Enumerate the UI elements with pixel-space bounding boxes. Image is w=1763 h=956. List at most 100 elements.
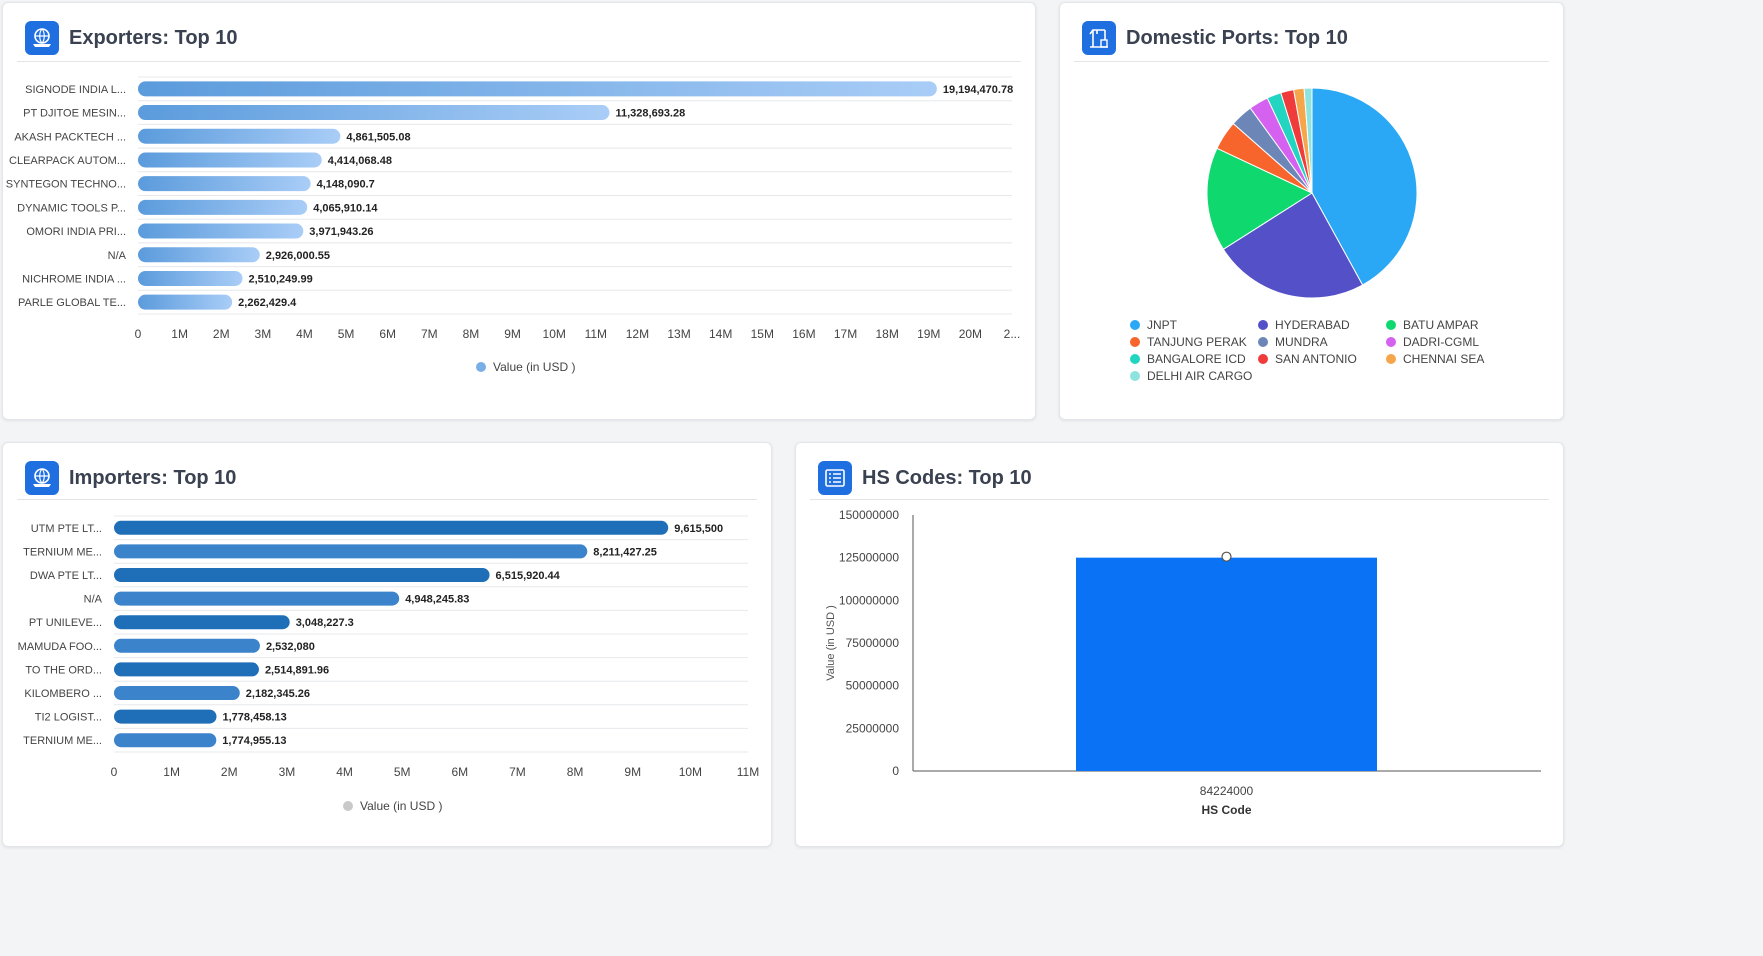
y-tick-label: 50000000	[846, 679, 900, 693]
value-label: 1,778,458.13	[223, 712, 287, 724]
category-label: UTM PTE LT...	[31, 523, 102, 535]
legend-label: SAN ANTONIO	[1275, 352, 1357, 366]
value-label: 4,065,910.14	[313, 202, 378, 214]
category-label: TI2 LOGIST...	[35, 712, 102, 724]
legend-marker	[1130, 320, 1140, 330]
category-label: DWA PTE LT...	[30, 570, 102, 582]
category-label: OMORI INDIA PRI...	[26, 226, 126, 238]
legend-marker	[1258, 354, 1268, 364]
bar	[114, 638, 260, 653]
pie-slice	[1222, 192, 1364, 299]
list-icon	[818, 461, 852, 495]
value-label: 1,774,955.13	[222, 735, 286, 747]
globe-ship-icon	[25, 21, 59, 55]
category-label: DYNAMIC TOOLS P...	[17, 202, 126, 214]
y-axis-title: Value (in USD )	[825, 605, 837, 681]
x-tick-label: 12M	[626, 327, 649, 341]
category-label: MAMUDA FOO...	[18, 641, 102, 653]
ports-header: Domestic Ports: Top 10	[1082, 21, 1543, 55]
ports-card: Domestic Ports: Top 10 JNPT HYDERABAD BATU…	[1059, 2, 1564, 420]
x-tick-label: 2M	[221, 765, 238, 779]
importers-title: Importers: Top 10	[69, 466, 237, 489]
bar	[138, 176, 311, 192]
importers-chart: UTM PTE LT... 9,615,500 TERNIUM ME... 8,211…	[18, 515, 759, 813]
x-tick-label: 6M	[379, 327, 396, 341]
value-label: 3,971,943.26	[309, 226, 373, 238]
bar	[114, 615, 290, 630]
value-label: 4,861,505.08	[346, 131, 410, 143]
x-tick-label: 13M	[667, 327, 690, 341]
x-tick-label: 17M	[834, 327, 857, 341]
bar	[138, 247, 260, 263]
y-tick-label: 0	[892, 764, 899, 778]
bar	[138, 199, 308, 215]
bar	[114, 709, 217, 724]
value-label: 4,414,068.48	[328, 155, 392, 167]
bar	[138, 270, 243, 286]
category-label: PARLE GLOBAL TE...	[18, 297, 126, 309]
x-tick-label: 7M	[421, 327, 438, 341]
legend-marker	[1386, 337, 1396, 347]
bar	[114, 544, 588, 559]
x-tick-label: 1M	[163, 765, 180, 779]
pie-slice	[1311, 87, 1418, 286]
x-tick-label: 5M	[394, 765, 411, 779]
exporters-chart: SIGNODE INDIA L... 19,194,470.78 PT DJITOE…	[6, 76, 1021, 374]
x-tick-label: 2M	[213, 327, 230, 341]
x-tick-label: 1M	[171, 327, 188, 341]
value-label: 2,510,249.99	[248, 273, 312, 285]
x-tick-label: 3M	[279, 765, 296, 779]
bar	[138, 223, 304, 239]
x-tick-label: 9M	[624, 765, 641, 779]
y-tick-label: 125000000	[839, 551, 899, 565]
x-tick-label: 5M	[338, 327, 355, 341]
legend-marker	[1386, 354, 1396, 364]
x-axis-title: HS Code	[1201, 803, 1251, 817]
data-point-marker	[1221, 551, 1232, 562]
value-label: 2,514,891.96	[265, 664, 329, 676]
y-tick-label: 100000000	[839, 593, 899, 607]
x-tick-label: 84224000	[1200, 784, 1254, 798]
value-label: 11,328,693.28	[615, 108, 685, 120]
x-tick-label: 6M	[451, 765, 468, 779]
legend-label: TANJUNG PERAK	[1147, 335, 1247, 349]
value-label: 4,148,090.7	[317, 179, 375, 191]
bar	[138, 81, 937, 97]
value-label: 8,211,427.25	[593, 546, 657, 558]
x-tick-label: 2...	[1004, 327, 1021, 341]
x-tick-label: 4M	[296, 327, 313, 341]
x-tick-label: 10M	[679, 765, 702, 779]
x-tick-label: 19M	[917, 327, 940, 341]
x-tick-label: 11M	[737, 765, 759, 779]
globe-ship-icon	[25, 461, 59, 495]
category-label: N/A	[84, 594, 103, 606]
bar	[1076, 557, 1377, 771]
importers-divider	[17, 499, 757, 500]
hscodes-divider	[810, 499, 1549, 500]
value-label: 2,262,429.4	[238, 297, 297, 309]
exporters-header: Exporters: Top 10	[25, 21, 1015, 55]
ports-chart: JNPT HYDERABAD BATU AMPAR TANJUNG PERAK MUND…	[1130, 87, 1484, 383]
category-label: CLEARPACK AUTOM...	[9, 155, 126, 167]
category-label: NICHROME INDIA ...	[22, 273, 126, 285]
x-tick-label: 20M	[959, 327, 982, 341]
bar	[114, 591, 400, 606]
x-tick-label: 9M	[504, 327, 521, 341]
importers-header: Importers: Top 10	[25, 461, 751, 495]
bar	[138, 294, 233, 310]
y-tick-label: 150000000	[839, 508, 899, 522]
bar	[114, 568, 490, 582]
legend-label: HYDERABAD	[1275, 318, 1350, 332]
importers-card: Importers: Top 10 UTM PTE LT... 9,615,500…	[2, 442, 772, 847]
legend-marker	[343, 801, 353, 811]
x-tick-label: 16M	[792, 327, 815, 341]
legend-marker	[476, 362, 486, 372]
exporters-title: Exporters: Top 10	[69, 26, 238, 49]
x-tick-label: 14M	[709, 327, 732, 341]
legend-marker	[1258, 337, 1268, 347]
legend-marker	[1386, 320, 1396, 330]
value-label: 9,615,500	[674, 523, 723, 535]
category-label: AKASH PACKTECH ...	[14, 131, 126, 143]
x-tick-label: 0	[135, 327, 142, 341]
category-label: TERNIUM ME...	[23, 546, 102, 558]
